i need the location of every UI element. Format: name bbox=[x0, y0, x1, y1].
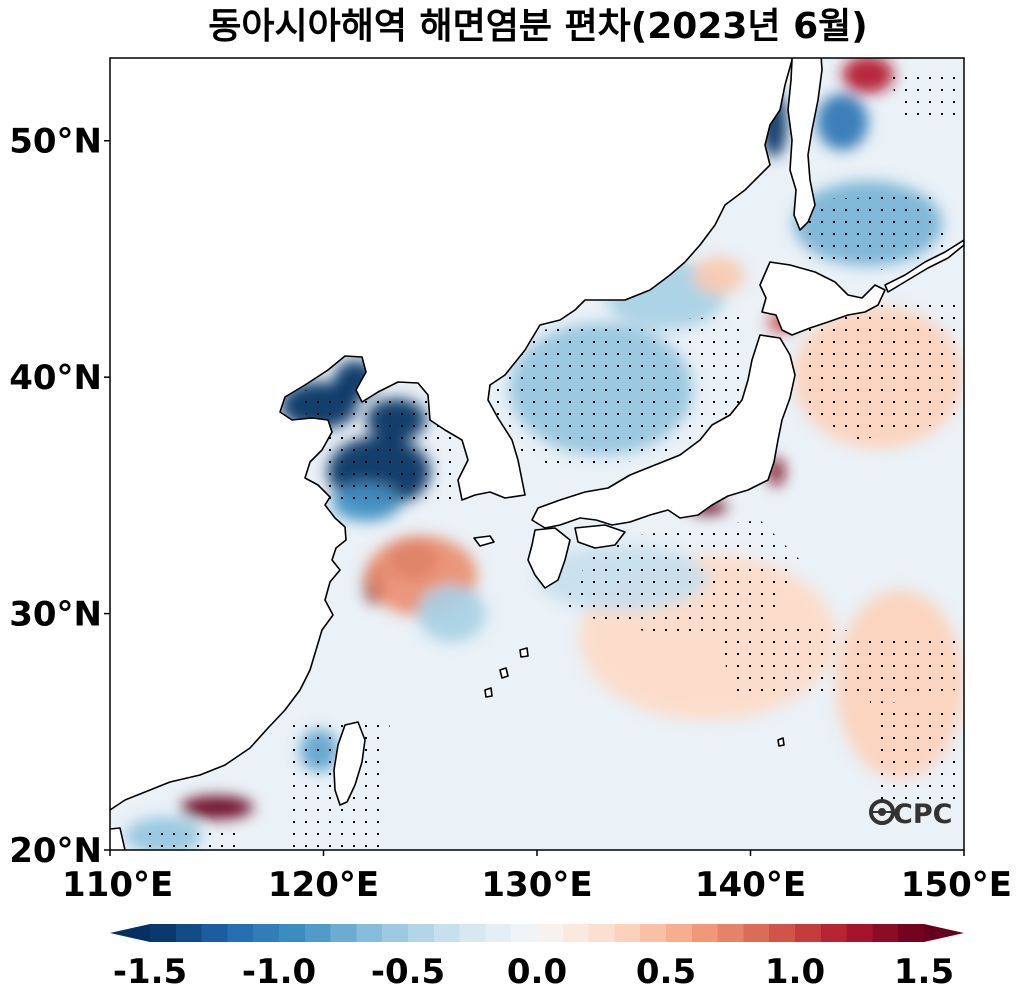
logo-text: CPC bbox=[893, 799, 952, 830]
leizhou bbox=[110, 827, 126, 850]
land bbox=[110, 58, 964, 850]
x-tick-label: 110°E bbox=[62, 865, 173, 905]
colorbar-tick-label: 1.5 bbox=[894, 952, 954, 992]
anomaly-east-sea-east-salty bbox=[692, 256, 745, 295]
ocpc-logo: CPC bbox=[869, 799, 952, 830]
y-tick-label: 30°N bbox=[9, 595, 102, 635]
kuril-islands bbox=[884, 239, 964, 293]
significance-stipple bbox=[140, 70, 960, 850]
x-tick-label: 130°E bbox=[481, 865, 592, 905]
x-tick-label: 120°E bbox=[268, 865, 379, 905]
colorbar-extend-max bbox=[924, 924, 964, 942]
sakhalin bbox=[787, 58, 823, 231]
mainland bbox=[110, 58, 793, 811]
colorbar: -1.5 -1.0 -0.5 0.0 0.5 1.0 1.5 bbox=[110, 924, 964, 992]
x-axis: 110°E 120°E 130°E 140°E 150°E bbox=[62, 850, 1012, 905]
y-tick-label: 40°N bbox=[9, 358, 102, 398]
colorbar-tick-label: 1.0 bbox=[765, 952, 825, 992]
anomaly-okhotsk-salty bbox=[842, 58, 894, 94]
shikoku bbox=[574, 524, 626, 549]
colorbar-ticks: -1.5 -1.0 -0.5 0.0 0.5 1.0 1.5 bbox=[113, 952, 954, 992]
colorbar-tick-label: -1.0 bbox=[242, 952, 316, 992]
hokkaido bbox=[759, 261, 886, 336]
anomaly-s-china-salty bbox=[180, 795, 254, 820]
colorbar-tick-label: 0.5 bbox=[636, 952, 696, 992]
anomaly-okhotsk-north-fresh bbox=[816, 93, 868, 151]
y-tick-label: 20°N bbox=[9, 831, 102, 871]
colorbar-tick-label: -0.5 bbox=[371, 952, 445, 992]
map-panel: CPC bbox=[110, 58, 964, 850]
kyushu bbox=[527, 527, 571, 589]
y-tick-label: 50°N bbox=[9, 122, 102, 162]
figure-title: 동아시아해역 해면염분 편차(2023년 6월) bbox=[208, 6, 867, 47]
colorbar-extend-min bbox=[110, 924, 150, 942]
colorbar-gradient bbox=[150, 924, 924, 942]
colorbar-tick-label: 0.0 bbox=[507, 952, 567, 992]
x-tick-label: 140°E bbox=[695, 865, 806, 905]
colorbar-tick-label: -1.5 bbox=[113, 952, 187, 992]
jeju bbox=[473, 535, 495, 547]
ryukyu-islands bbox=[484, 647, 785, 747]
taiwan bbox=[333, 721, 366, 806]
honshu bbox=[531, 334, 796, 529]
x-tick-label: 150°E bbox=[901, 865, 1012, 905]
anomaly-ecs-fresh-patch bbox=[417, 585, 486, 642]
y-axis: 20°N 30°N 40°N 50°N bbox=[9, 122, 110, 871]
